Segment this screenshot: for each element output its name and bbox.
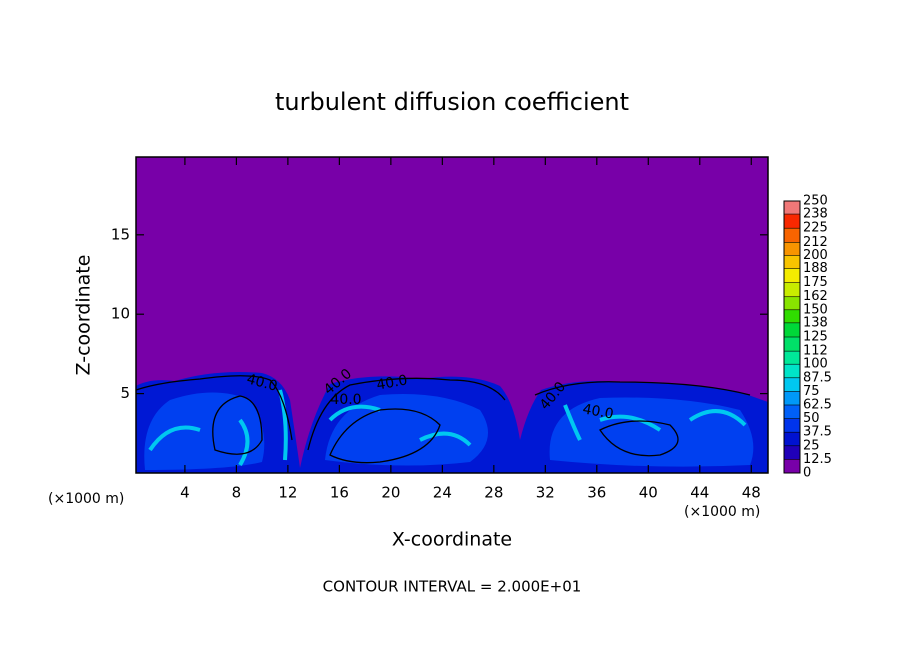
y-axis-label: Z-coordinate (73, 255, 95, 376)
field-region (144, 392, 754, 470)
colorbar-label: 12.5 (803, 452, 832, 467)
x-tick-label: 44 (690, 484, 709, 502)
colorbar-band (784, 322, 800, 337)
colorbar-band (784, 364, 800, 378)
contour-line (135, 375, 751, 464)
x-tick-label: 36 (587, 484, 606, 502)
colorbar-band (784, 337, 800, 352)
y-tick-label: 5 (120, 384, 130, 402)
colorbar-label: 250 (803, 194, 828, 209)
colorbar-band (784, 351, 800, 365)
colorbar-label: 50 (803, 411, 820, 426)
colorbar-band (784, 201, 800, 215)
x-tick-label: 40 (639, 484, 658, 502)
colorbar-band (784, 228, 800, 243)
x-tick-label: 32 (536, 484, 555, 502)
x-tick-label: 28 (484, 484, 503, 502)
colorbar-label: 212 (803, 235, 828, 250)
colorbar-label: 125 (803, 330, 828, 345)
colorbar-label: 162 (803, 289, 828, 304)
colorbar-band (784, 242, 800, 256)
x-axis-label: X-coordinate (392, 529, 512, 551)
colorbar-band (784, 282, 800, 297)
x-unit-label: (×1000 m) (684, 504, 760, 520)
colorbar-band (784, 405, 800, 419)
colorbar-label: 200 (803, 248, 828, 263)
colorbar-label: 150 (803, 302, 828, 317)
colorbar-label: 188 (803, 261, 828, 276)
contour-label: 40.0 (581, 401, 614, 422)
x-tick-label: 4 (180, 484, 190, 502)
colorbar-label: 238 (803, 207, 828, 222)
y-tick-label: 10 (111, 305, 130, 323)
x-tick-label: 48 (742, 484, 761, 502)
colorbar-band (784, 459, 800, 473)
colorbar-band (784, 377, 800, 392)
colorbar-band (784, 309, 800, 323)
colorbar-band (784, 296, 800, 310)
colorbar-label: 62.5 (803, 398, 832, 413)
colorbar-label: 25 (803, 438, 820, 453)
colorbar-label: 138 (803, 315, 828, 330)
colorbar-label: 75 (803, 384, 820, 399)
x-tick-label: 16 (330, 484, 349, 502)
chart-title: turbulent diffusion coefficient (275, 88, 629, 116)
colorbar-band (784, 445, 800, 460)
colorbar-band (784, 418, 800, 433)
x-tick-label: 12 (278, 484, 297, 502)
colorbar-band (784, 268, 800, 283)
field-streak (148, 389, 747, 467)
colorbar-label: 87.5 (803, 370, 832, 385)
colorbar-label: 100 (803, 357, 828, 372)
colorbar-label: 225 (803, 221, 828, 236)
x-unit-label: (×1000 m) (48, 491, 124, 507)
y-tick-label: 15 (111, 225, 130, 243)
x-tick-label: 24 (433, 484, 452, 502)
colorbar-band (784, 214, 800, 229)
x-tick-label: 20 (381, 484, 400, 502)
colorbar-band (784, 255, 800, 269)
colorbar-band (784, 391, 800, 405)
contour-label: 40.0 (245, 371, 279, 395)
footer-note: CONTOUR INTERVAL = 2.000E+01 (323, 578, 582, 596)
contour-label: 40.0 (375, 372, 408, 393)
colorbar-label: 175 (803, 275, 828, 290)
contour-field (135, 156, 769, 474)
x-tick-label: 8 (232, 484, 242, 502)
colorbar-label: 37.5 (803, 425, 832, 440)
colorbar-label: 0 (803, 466, 811, 481)
colorbar-label: 112 (803, 344, 828, 359)
colorbar-band (784, 432, 800, 446)
plot-frame (135, 156, 769, 474)
contour-label: 40.0 (330, 392, 361, 408)
